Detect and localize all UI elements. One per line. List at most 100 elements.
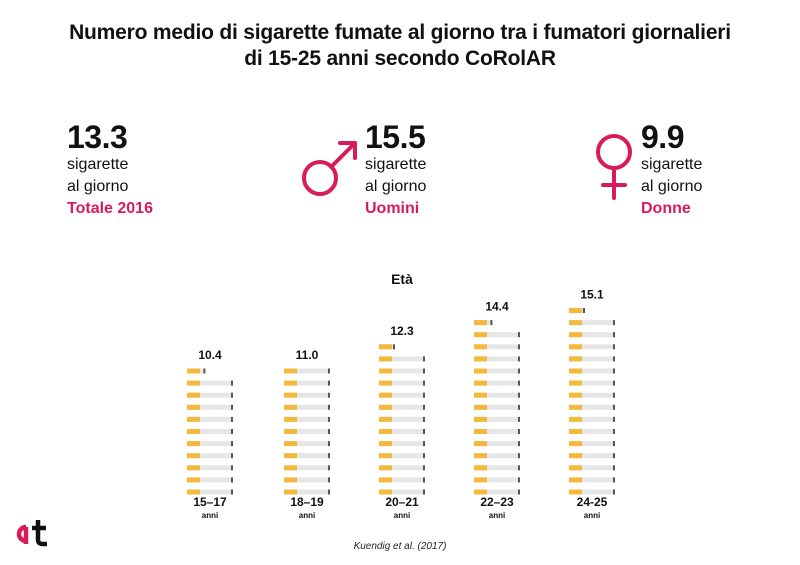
cigarette-icon	[569, 392, 615, 398]
cigarette-paper	[379, 416, 425, 422]
cigarette-paper	[379, 380, 425, 386]
cigarette-filter	[474, 404, 487, 410]
cigarette-paper	[474, 356, 520, 362]
cigarette-filter	[474, 380, 487, 386]
cigarette-icon	[284, 453, 330, 459]
cigarette-ash	[423, 404, 425, 410]
cigarette-filter	[187, 489, 200, 495]
cigarette-paper	[569, 477, 615, 483]
cigarette-filter	[379, 356, 392, 362]
cigarette-paper	[379, 356, 425, 362]
female-symbol-icon	[596, 134, 632, 200]
cigarette-ash	[613, 465, 615, 471]
cigarette-icon	[284, 489, 330, 495]
cigarette-paper	[284, 368, 330, 374]
cigarette-icon	[187, 392, 233, 398]
cigarette-paper	[569, 465, 615, 471]
cigarette-ash	[328, 453, 330, 459]
cigarette-ash	[613, 416, 615, 422]
cigarette-filter	[474, 465, 487, 471]
cigarette-ash	[613, 368, 615, 374]
cigarette-icon	[379, 489, 425, 495]
cigarette-filter	[187, 416, 200, 422]
cigarette-paper	[284, 465, 330, 471]
cigarette-paper	[379, 453, 425, 459]
cigarette-ash	[518, 404, 520, 410]
cigarette-ash	[613, 453, 615, 459]
category-label: 18–19	[290, 495, 324, 509]
cigarette-filter	[379, 380, 392, 386]
cigarette-ash	[518, 465, 520, 471]
cigarette-ash	[231, 380, 233, 386]
cigarette-ash	[518, 477, 520, 483]
cigarette-ash	[518, 368, 520, 374]
cigarette-filter	[569, 344, 582, 350]
cigarette-filter	[474, 453, 487, 459]
cigarette-filter	[569, 441, 582, 447]
cigarette-icon	[187, 404, 233, 410]
cigarette-ash	[231, 441, 233, 447]
cigarette-icon	[474, 332, 520, 338]
cigarette-filter	[284, 380, 297, 386]
cigarette-icon	[187, 416, 233, 422]
stat-total: 13.3 sigarette al giorno Totale 2016	[67, 120, 153, 220]
cigarette-icon	[569, 332, 615, 338]
cigarette-ash	[328, 477, 330, 483]
cigarette-ash	[518, 453, 520, 459]
cigarette-paper	[569, 380, 615, 386]
cigarette-icon	[379, 465, 425, 471]
cigarette-ash	[423, 477, 425, 483]
cigarette-ash	[231, 392, 233, 398]
cigarette-ash	[328, 416, 330, 422]
cigarette-ash	[613, 392, 615, 398]
cigarette-icon	[474, 453, 520, 459]
cigarette-filter	[187, 477, 200, 483]
cigarette-icon	[187, 477, 233, 483]
cigarette-filter	[474, 477, 487, 483]
cigarette-icon	[379, 453, 425, 459]
cigarette-ash	[518, 429, 520, 434]
cigarette-icon	[187, 465, 233, 471]
stat-men-value: 15.5	[365, 119, 426, 155]
cigarette-ash	[231, 429, 233, 434]
cigarette-ash	[328, 441, 330, 447]
cigarette-icon	[379, 356, 425, 362]
cigarette-filter	[569, 320, 582, 326]
category-label: 24-25	[577, 495, 608, 509]
cigarette-paper	[187, 465, 233, 471]
cigarette-filter	[284, 441, 297, 447]
at-logo	[16, 520, 47, 547]
cigarette-icon	[187, 429, 233, 434]
cigarette-icon	[569, 356, 615, 362]
stat-men: 15.5 sigarette al giorno Uomini	[365, 120, 426, 220]
title-line-1: Numero medio di sigarette fumate al gior…	[69, 21, 731, 44]
cigarette-paper	[569, 344, 615, 350]
cigarette-paper	[187, 416, 233, 422]
cigarette-ash	[613, 332, 615, 338]
cigarette-filter	[474, 356, 487, 362]
cigarette-ash	[613, 380, 615, 386]
cigarette-ash	[423, 429, 425, 434]
cigarette-ash	[231, 453, 233, 459]
cigarette-ash	[328, 489, 330, 495]
cigarette-paper	[569, 356, 615, 362]
cigarette-filter	[569, 453, 582, 459]
cigarette-icon	[284, 429, 330, 434]
cigarette-icon	[569, 380, 615, 386]
cigarette-ash	[518, 441, 520, 447]
cigarette-icon	[474, 392, 520, 398]
value-label: 11.0	[296, 348, 319, 362]
cigarette-filter	[569, 332, 582, 338]
cigarette-icon	[474, 368, 520, 374]
cigarette-icon	[569, 320, 615, 326]
cigarette-ash	[328, 392, 330, 398]
cigarette-ash	[518, 489, 520, 495]
cigarette-filter	[569, 356, 582, 362]
cigarette-ash	[613, 404, 615, 410]
cigarette-icon	[569, 368, 615, 374]
stat-women-line2: al giorno	[641, 178, 703, 195]
cigarette-paper	[569, 332, 615, 338]
stat-total-value: 13.3	[67, 119, 128, 155]
cigarette-filter	[569, 380, 582, 386]
stat-women: 9.9 sigarette al giorno Donne	[641, 120, 702, 220]
